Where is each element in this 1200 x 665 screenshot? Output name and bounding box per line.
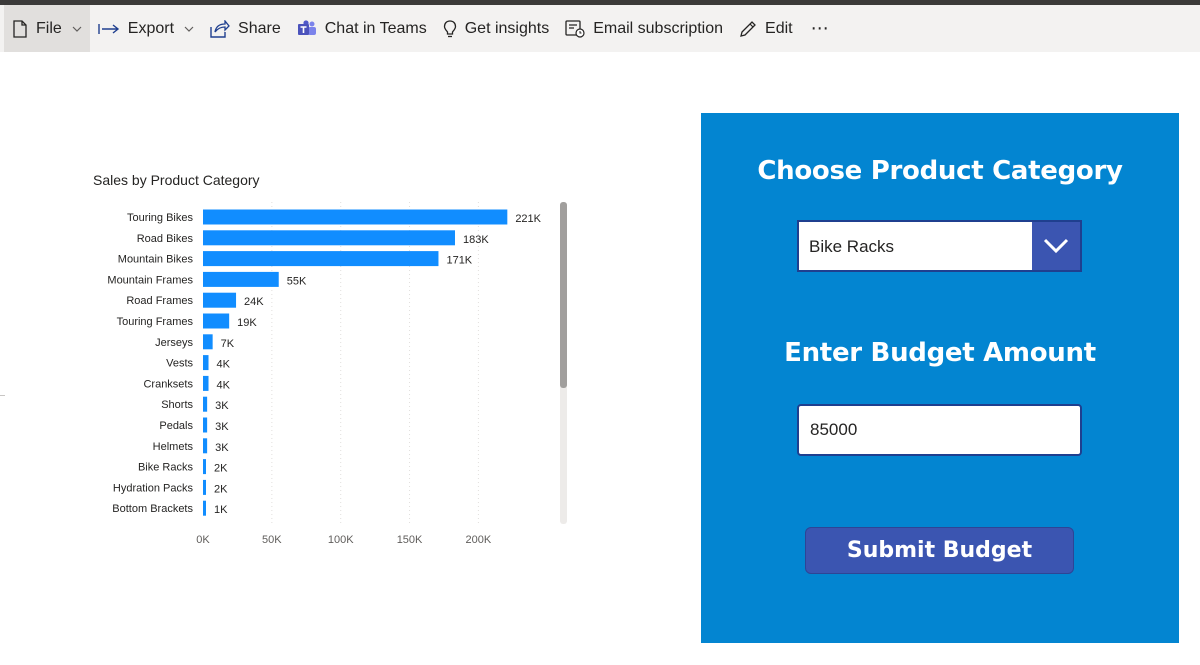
bar[interactable] <box>203 334 213 350</box>
more-icon: ⋯ <box>810 18 830 38</box>
budget-heading: Enter Budget Amount <box>784 338 1096 368</box>
submit-budget-button[interactable]: Submit Budget <box>805 527 1074 574</box>
category-label: Helmets <box>153 441 194 453</box>
email-subscription-label: Email subscription <box>593 19 724 37</box>
divider <box>0 395 5 396</box>
email-subscription-button[interactable]: Email subscription <box>557 5 731 52</box>
bar-chart[interactable]: 0K 50K 100K 150K 200K Touring Bikes 221K Road B… <box>95 198 555 550</box>
edit-button[interactable]: Edit <box>731 5 801 52</box>
bar[interactable] <box>203 459 206 475</box>
more-options-button[interactable]: ⋯ <box>801 5 840 52</box>
bar[interactable] <box>203 251 439 267</box>
category-label: Shorts <box>161 399 193 411</box>
chevron-down-icon <box>72 26 82 32</box>
category-label: Bottom Brackets <box>112 503 193 515</box>
insights-label: Get insights <box>464 19 550 37</box>
category-label: Mountain Bikes <box>118 254 194 266</box>
data-label: 4K <box>217 379 231 391</box>
budget-amount-input[interactable] <box>797 404 1082 456</box>
share-icon <box>210 19 230 38</box>
x-tick-label: 150K <box>397 534 423 546</box>
data-label: 3K <box>215 421 229 433</box>
dropdown-toggle[interactable] <box>1032 222 1080 270</box>
share-button[interactable]: Share <box>202 5 289 52</box>
bar[interactable] <box>203 292 237 308</box>
data-label: 4K <box>217 359 231 371</box>
lightbulb-icon <box>443 19 456 37</box>
bar[interactable] <box>203 313 230 329</box>
budget-form-panel: Choose Product Category Bike Racks Enter… <box>701 113 1179 643</box>
category-label: Cranksets <box>143 378 193 390</box>
category-label: Road Frames <box>126 295 193 307</box>
data-label: 221K <box>515 213 541 225</box>
dropdown-selected-value: Bike Racks <box>809 237 895 256</box>
data-label: 2K <box>214 483 228 495</box>
bar[interactable] <box>203 355 209 371</box>
bar[interactable] <box>203 209 508 225</box>
share-label: Share <box>238 19 281 37</box>
category-dropdown[interactable]: Bike Racks <box>797 220 1082 272</box>
data-label: 1K <box>214 504 228 516</box>
category-label: Touring Bikes <box>127 212 194 224</box>
pencil-icon <box>740 20 756 37</box>
export-icon <box>98 23 119 34</box>
data-label: 55K <box>287 275 307 287</box>
bar[interactable] <box>203 479 206 495</box>
bar[interactable] <box>203 375 209 391</box>
category-label: Mountain Frames <box>107 274 193 286</box>
bar[interactable] <box>203 271 279 287</box>
x-tick-label: 0K <box>196 534 210 546</box>
get-insights-button[interactable]: Get insights <box>435 5 557 52</box>
data-label: 171K <box>446 255 472 267</box>
data-label: 24K <box>244 296 264 308</box>
data-label: 2K <box>214 463 228 475</box>
file-menu-label: File <box>36 19 62 37</box>
chat-in-teams-button[interactable]: Chat in Teams <box>289 5 435 52</box>
bar[interactable] <box>203 500 206 516</box>
category-label: Vests <box>166 358 193 370</box>
category-heading: Choose Product Category <box>757 156 1123 186</box>
x-tick-label: 100K <box>328 534 354 546</box>
chevron-down-icon <box>1043 238 1069 254</box>
file-icon <box>13 19 27 38</box>
category-label: Road Bikes <box>137 233 194 245</box>
email-subscription-icon <box>565 19 585 38</box>
data-label: 3K <box>215 400 229 412</box>
data-label: 19K <box>237 317 257 329</box>
data-label: 3K <box>215 442 229 454</box>
teams-icon <box>297 19 316 35</box>
report-toolbar: File Export Share Chat in Teams <box>0 5 1200 52</box>
chart-scrollbar[interactable] <box>560 202 567 524</box>
data-label: 7K <box>221 338 235 350</box>
x-tick-label: 50K <box>262 534 282 546</box>
scrollbar-thumb[interactable] <box>560 202 567 388</box>
bar[interactable] <box>203 438 208 454</box>
export-menu-label: Export <box>127 19 175 37</box>
x-tick-label: 200K <box>466 534 492 546</box>
bar[interactable] <box>203 417 208 433</box>
window-top-strip <box>0 0 1200 5</box>
category-label: Bike Racks <box>138 462 194 474</box>
edit-label: Edit <box>765 19 793 37</box>
category-label: Hydration Packs <box>113 482 194 494</box>
bar[interactable] <box>203 396 208 412</box>
chevron-down-icon <box>184 26 194 32</box>
category-label: Jerseys <box>155 337 193 349</box>
bar[interactable] <box>203 230 455 246</box>
category-label: Pedals <box>159 420 193 432</box>
chart-title: Sales by Product Category <box>93 172 260 188</box>
data-label: 183K <box>463 234 489 246</box>
file-menu[interactable]: File <box>4 5 90 52</box>
category-label: Touring Frames <box>117 316 194 328</box>
export-menu[interactable]: Export <box>90 5 202 52</box>
teams-label: Chat in Teams <box>324 19 427 37</box>
